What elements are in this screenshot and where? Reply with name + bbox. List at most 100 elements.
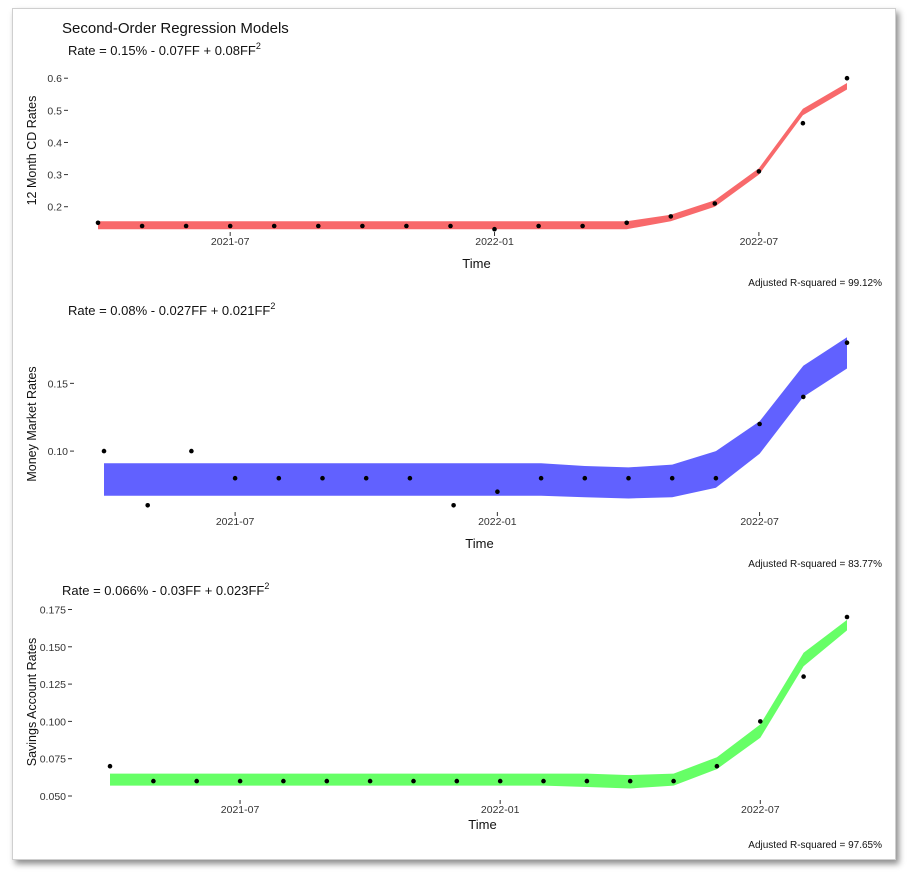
data-point xyxy=(713,475,719,481)
equation-superscript: 2 xyxy=(256,41,261,51)
y-tick-label: 0.10 xyxy=(48,446,69,458)
data-point xyxy=(189,448,194,454)
data-point xyxy=(671,778,676,784)
y-tick-label: 0.100 xyxy=(40,716,66,728)
data-point xyxy=(404,223,409,229)
data-point xyxy=(183,223,189,229)
data-point xyxy=(281,778,286,784)
data-point xyxy=(194,778,199,784)
data-point xyxy=(451,503,456,508)
data-point xyxy=(538,475,544,481)
adjusted-r-squared: Adjusted R-squared = 97.65% xyxy=(748,840,882,851)
x-axis-title: Time xyxy=(468,817,496,832)
equation-text: Rate = 0.066% - 0.03FF + 0.023FF xyxy=(62,583,264,598)
x-tick-label: 2022-01 xyxy=(475,236,514,248)
y-tick-label: 0.2 xyxy=(47,202,62,214)
adjusted-r-squared: Adjusted R-squared = 99.12% xyxy=(748,278,882,289)
y-axis-title: Money Market Rates xyxy=(25,366,39,481)
equation-text: Rate = 0.08% - 0.027FF + 0.021FF xyxy=(68,303,270,318)
y-tick-label: 0.15 xyxy=(48,378,69,390)
equation-superscript: 2 xyxy=(264,581,269,591)
x-tick-label: 2022-01 xyxy=(478,516,517,528)
data-point xyxy=(757,421,762,427)
data-point xyxy=(411,778,416,784)
data-point xyxy=(95,220,101,226)
y-tick-label: 0.6 xyxy=(47,73,62,85)
data-point xyxy=(448,223,453,229)
equation-text: Rate = 0.15% - 0.07FF + 0.08FF xyxy=(68,43,256,58)
x-tick-label: 2022-07 xyxy=(741,804,780,816)
fitted-band xyxy=(104,337,847,499)
data-point xyxy=(367,778,373,784)
adjusted-r-squared: Adjusted R-squared = 83.77% xyxy=(748,559,882,570)
equation-superscript: 2 xyxy=(270,301,275,311)
data-point xyxy=(454,778,460,784)
x-tick-label: 2022-01 xyxy=(481,804,520,816)
data-point xyxy=(232,475,238,481)
regression-equation: Rate = 0.15% - 0.07FF + 0.08FF2 xyxy=(68,41,261,58)
figure-title: Second-Order Regression Models xyxy=(62,20,289,37)
data-point xyxy=(801,674,806,679)
chart-panel-3: Rate = 0.066% - 0.03FF + 0.023FF2 0.050 0.… xyxy=(25,581,882,851)
y-tick-label: 0.5 xyxy=(47,105,62,117)
x-tick-label: 2022-07 xyxy=(740,516,779,528)
data-point xyxy=(101,448,107,454)
data-point xyxy=(582,475,588,481)
data-point xyxy=(407,475,413,481)
data-point xyxy=(145,503,150,508)
x-tick-label: 2021-07 xyxy=(221,804,260,816)
data-point xyxy=(360,223,365,229)
data-point xyxy=(800,120,806,126)
fitted-band xyxy=(110,619,847,789)
y-tick-label: 0.3 xyxy=(47,170,62,182)
data-point xyxy=(139,223,145,229)
data-point xyxy=(844,340,850,346)
data-point xyxy=(536,223,541,229)
chart-panel-2: Rate = 0.08% - 0.027FF + 0.021FF2 0.10 0.1… xyxy=(25,301,882,570)
x-tick-label: 2021-07 xyxy=(211,236,250,248)
x-tick-label: 2021-07 xyxy=(216,516,255,528)
y-tick-label: 0.075 xyxy=(40,754,66,766)
data-point xyxy=(271,223,277,229)
y-axis-title: 12 Month CD Rates xyxy=(25,96,39,206)
y-tick-label: 0.175 xyxy=(40,604,66,616)
data-point xyxy=(541,778,546,784)
y-tick-label: 0.125 xyxy=(40,679,66,691)
x-tick-label: 2022-07 xyxy=(740,236,779,248)
data-point xyxy=(107,763,113,769)
data-point xyxy=(495,489,500,495)
regression-equation: Rate = 0.066% - 0.03FF + 0.023FF2 xyxy=(62,581,269,598)
data-point xyxy=(669,475,675,481)
x-axis-title: Time xyxy=(462,256,490,271)
data-point xyxy=(580,223,585,229)
y-tick-label: 0.4 xyxy=(47,137,62,149)
y-tick-label: 0.150 xyxy=(40,642,66,654)
data-point xyxy=(668,214,674,219)
data-point xyxy=(584,778,590,784)
data-point xyxy=(758,719,763,724)
fitted-band xyxy=(98,83,847,230)
chart-panels: Rate = 0.15% - 0.07FF + 0.08FF20.20.30.4… xyxy=(25,41,882,851)
data-point xyxy=(624,220,629,226)
data-point xyxy=(756,169,762,174)
data-point xyxy=(324,778,330,784)
data-point xyxy=(227,223,233,229)
data-point xyxy=(276,475,282,481)
data-point xyxy=(363,475,369,481)
data-point xyxy=(151,778,156,784)
data-point xyxy=(320,475,325,481)
data-point xyxy=(316,223,321,229)
regression-equation: Rate = 0.08% - 0.027FF + 0.021FF2 xyxy=(68,301,275,318)
data-point xyxy=(626,475,631,481)
data-point xyxy=(497,778,503,784)
y-tick-label: 0.050 xyxy=(40,791,66,803)
data-point xyxy=(627,778,633,784)
data-point xyxy=(237,778,243,784)
data-point xyxy=(844,75,850,81)
data-point xyxy=(492,226,497,232)
data-point xyxy=(801,394,806,400)
data-point xyxy=(844,614,850,620)
data-point xyxy=(712,201,718,206)
chart-panel-1: Rate = 0.15% - 0.07FF + 0.08FF2 0.2 0.3 0.4… xyxy=(25,41,882,289)
